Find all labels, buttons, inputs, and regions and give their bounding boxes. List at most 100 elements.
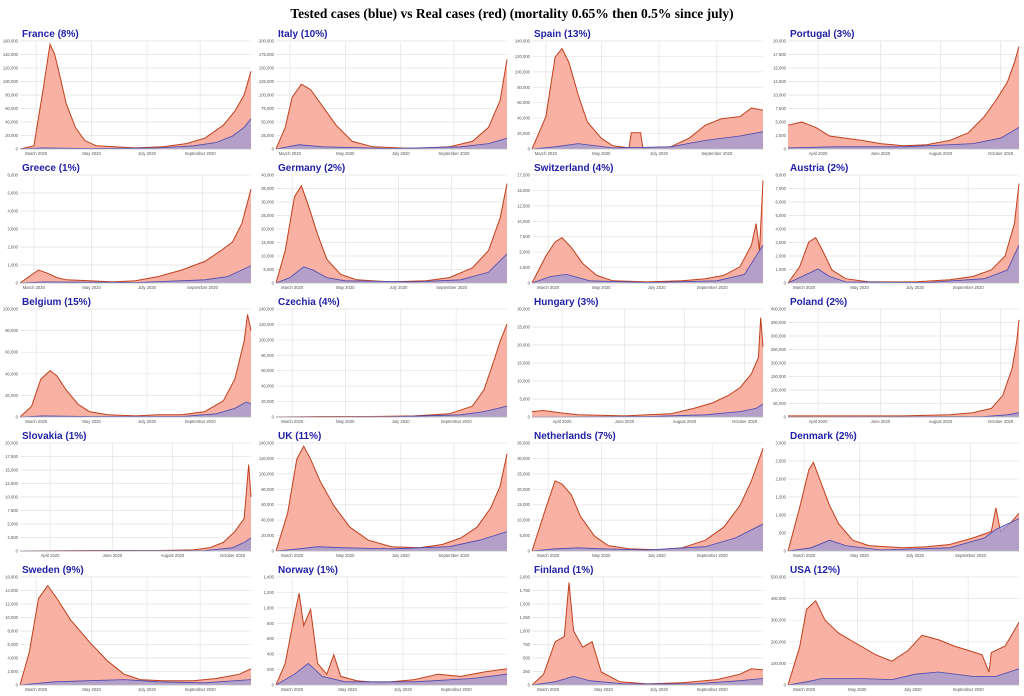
chart-panel: Austria (2%)8,000 7,000 6,000 5,000 4,000 3,0… xyxy=(776,163,1020,290)
y-tick-label: 20,000 xyxy=(261,533,274,538)
y-tick-label: 20,000 xyxy=(517,131,530,136)
chart-title: USA (12%) xyxy=(790,565,840,576)
tested-cases-area xyxy=(788,518,1019,551)
y-tick-label: 17,500 xyxy=(517,173,530,178)
y-tick-label: 0 xyxy=(272,683,275,688)
chart-panel: Spain (13%)140,000 120,000 100,000 80,000 60… xyxy=(515,29,764,156)
y-tick-label: 0 xyxy=(528,281,531,286)
chart-panel: Netherlands (7%) 35,000 30,000 25,000 20,000… xyxy=(517,431,764,558)
x-tick-label: July 2020 xyxy=(392,553,411,558)
x-tick-label: April 2020 xyxy=(41,553,61,558)
x-tick-label: May 2020 xyxy=(82,419,101,424)
y-tick-label: 0 xyxy=(272,415,275,420)
y-tick-label: 25,000 xyxy=(261,213,274,218)
y-tick-label: 40,000 xyxy=(5,371,18,376)
chart-title: Sweden (9%) xyxy=(22,565,84,576)
x-tick-label: May 2020 xyxy=(336,151,355,156)
y-tick-label: 10,000 xyxy=(773,93,786,98)
y-tick-label: 30,000 xyxy=(261,200,274,205)
y-tick-label: 40,000 xyxy=(5,120,18,125)
x-tick-label: July 2020 xyxy=(389,285,408,290)
y-tick-label: 20,000 xyxy=(517,487,530,492)
y-tick-label: 75,000 xyxy=(261,106,274,111)
y-tick-label: 15,000 xyxy=(5,468,18,473)
y-tick-label: 0 xyxy=(272,281,275,286)
tested-cases-area xyxy=(788,245,1019,283)
y-tick-label: 50,000 xyxy=(773,401,786,406)
tested-cases-area xyxy=(532,524,763,551)
y-tick-label: 10,000 xyxy=(517,518,530,523)
y-tick-label: 250,000 xyxy=(771,347,787,352)
chart-panel: Portugal (3%) 20,000 17,500 15,000 12,500 10,… xyxy=(773,29,1020,156)
y-tick-label: 0 xyxy=(784,683,787,688)
tested-cases-line xyxy=(19,265,252,284)
real-cases-line xyxy=(531,582,764,686)
chart-title: Switzerland (4%) xyxy=(534,163,613,174)
y-tick-label: 60,000 xyxy=(5,350,18,355)
real-cases-area xyxy=(276,59,507,149)
x-tick-label: September 2020 xyxy=(697,285,729,290)
x-tick-label: July 2020 xyxy=(648,553,667,558)
y-tick-label: 2,500 xyxy=(520,265,531,270)
y-tick-label: 120,000 xyxy=(259,322,275,327)
tested-cases-line xyxy=(19,679,252,686)
real-cases-area xyxy=(532,48,763,149)
y-tick-label: 120,000 xyxy=(515,54,531,59)
tested-cases-line xyxy=(275,531,508,552)
y-tick-label: 200,000 xyxy=(771,361,787,366)
chart-panel: Germany (2%) 40,000 35,000 30,000 25,000 20,0… xyxy=(261,163,508,290)
x-tick-label: July 2020 xyxy=(650,687,669,692)
y-tick-label: 20,000 xyxy=(5,441,18,446)
real-cases-line xyxy=(531,317,764,417)
y-tick-label: 15,000 xyxy=(773,66,786,71)
x-tick-label: August 2020 xyxy=(929,151,953,156)
real-cases-area xyxy=(20,44,251,150)
y-tick-label: 5,000 xyxy=(8,522,19,527)
x-tick-label: June 2020 xyxy=(103,553,123,558)
y-tick-label: 25,000 xyxy=(261,133,274,138)
tested-cases-line xyxy=(531,244,764,284)
real-cases-line xyxy=(275,445,508,552)
y-tick-label: 1,500 xyxy=(520,602,531,607)
real-cases-line xyxy=(275,59,508,150)
x-tick-label: September 2020 xyxy=(953,285,985,290)
tested-cases-line xyxy=(531,675,764,686)
y-tick-label: 20,000 xyxy=(5,133,18,138)
y-tick-label: 7,500 xyxy=(776,106,787,111)
y-tick-label: 1,000 xyxy=(520,629,531,634)
y-tick-label: 10,000 xyxy=(517,379,530,384)
tested-cases-line xyxy=(19,537,252,552)
y-tick-label: 100,000 xyxy=(771,661,787,666)
y-tick-label: 25,000 xyxy=(517,471,530,476)
x-tick-label: March 2020 xyxy=(281,285,304,290)
tested-cases-line xyxy=(787,127,1020,149)
y-tick-label: 120,000 xyxy=(3,66,19,71)
real-cases-line xyxy=(531,448,764,552)
chart-panel: Greece (1%)6,000 5,000 4,000 3,000 2,000 1,00… xyxy=(8,163,252,290)
x-tick-label: July 2020 xyxy=(392,151,411,156)
chart-panel: Sweden (9%) 16,000 14,000 12,000 10,000 8,000… xyxy=(5,565,252,692)
y-tick-label: 2,000 xyxy=(8,669,19,674)
y-tick-label: 2,000 xyxy=(8,245,19,250)
y-tick-label: 80,000 xyxy=(5,328,18,333)
tested-cases-line xyxy=(531,403,764,418)
tested-cases-area xyxy=(276,406,507,417)
tested-cases-area xyxy=(20,401,251,417)
y-tick-label: 25,000 xyxy=(517,325,530,330)
y-tick-label: 1,250 xyxy=(520,615,531,620)
y-tick-label: 30,000 xyxy=(517,456,530,461)
x-tick-label: May 2020 xyxy=(592,285,611,290)
y-tick-label: 120,000 xyxy=(259,456,275,461)
y-tick-label: 0 xyxy=(16,549,19,554)
x-tick-label: September 2020 xyxy=(185,151,217,156)
x-tick-label: March 2020 xyxy=(281,419,304,424)
x-tick-label: April 2020 xyxy=(553,419,573,424)
x-tick-label: March 2020 xyxy=(793,687,816,692)
chart-panel: Finland (1%)2,000 1,750 1,500 1,250 1,000 750… xyxy=(520,565,764,692)
real-cases-line xyxy=(19,42,252,150)
x-tick-label: September 2020 xyxy=(701,151,733,156)
chart-panel: UK (11%)140,000 120,000 100,000 80,000 60,00… xyxy=(259,431,508,558)
tested-cases-area xyxy=(788,668,1019,685)
real-cases-area xyxy=(532,317,763,417)
real-cases-area xyxy=(788,183,1019,283)
